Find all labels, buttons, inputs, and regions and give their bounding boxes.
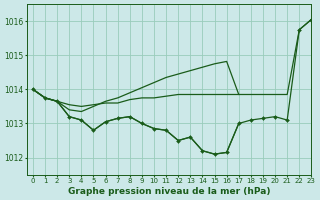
X-axis label: Graphe pression niveau de la mer (hPa): Graphe pression niveau de la mer (hPa)	[68, 187, 270, 196]
